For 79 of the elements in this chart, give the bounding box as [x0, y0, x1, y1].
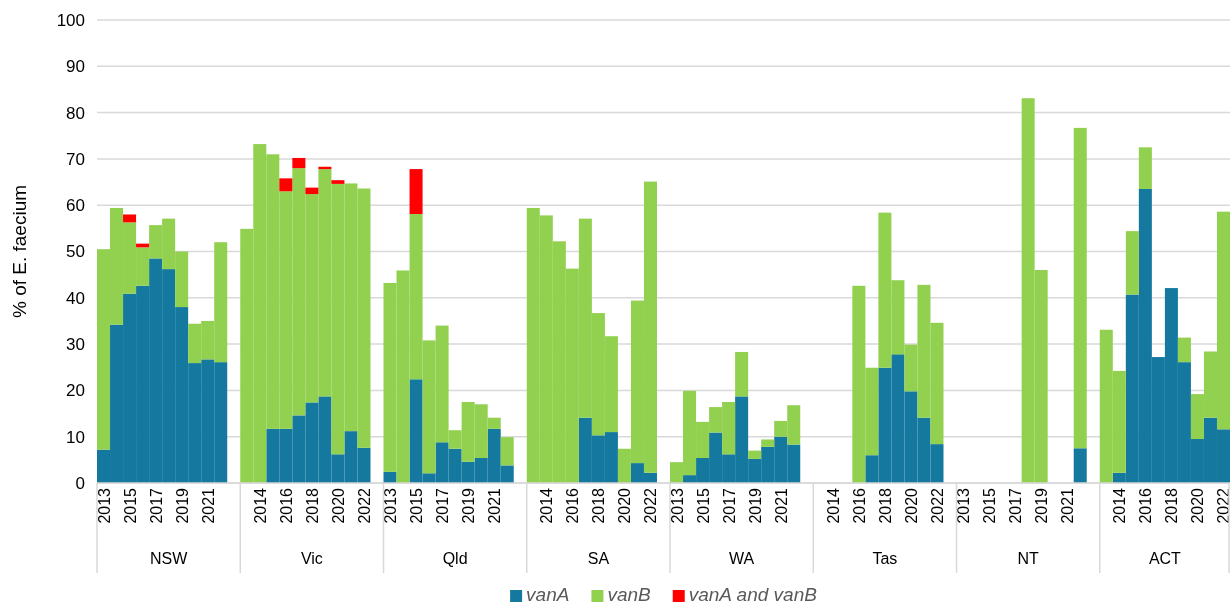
y-tick-label: 10	[66, 427, 85, 447]
x-tick-label: 2017	[1007, 487, 1025, 524]
x-tick-label: 2015	[408, 487, 426, 524]
x-tick-label: 2019	[1033, 487, 1051, 524]
x-tick-label: 2021	[486, 487, 504, 524]
text: Tas	[872, 550, 898, 567]
bar	[748, 450, 762, 459]
x-tick-label: 2019	[460, 487, 478, 524]
x-tick-label: 2022	[642, 487, 660, 524]
x-tick-label: 2018	[1163, 487, 1181, 524]
text: Vic	[300, 550, 323, 567]
y-tick-label: 100	[56, 10, 85, 30]
bar	[1138, 147, 1152, 189]
y-tick-label: 60	[66, 196, 85, 216]
x-tick-label: 2019	[173, 487, 191, 524]
x-tick-label: 2017	[147, 487, 165, 524]
x-tick-label: 2018	[876, 487, 894, 524]
x-tick-label: 2020	[616, 487, 634, 524]
x-tick-label: 2015	[694, 487, 712, 524]
x-tick-label: 2014	[824, 487, 842, 524]
legend-label: vanB	[607, 584, 652, 605]
bar	[500, 437, 514, 466]
bar	[123, 214, 137, 223]
bar	[1073, 448, 1087, 483]
x-tick-label: 2021	[199, 487, 217, 524]
x-tick-label: 2022	[355, 487, 373, 524]
x-tick-label: 2013	[955, 487, 973, 524]
x-tick-label: 2015	[981, 487, 999, 524]
text: SA	[587, 550, 610, 567]
bar	[383, 471, 397, 483]
bar	[735, 351, 749, 397]
x-tick-label: 2014	[1111, 487, 1129, 524]
y-tick-label: 20	[66, 381, 85, 401]
x-tick-label: 2017	[720, 487, 738, 524]
bar	[409, 169, 423, 214]
text: NT	[1017, 550, 1040, 567]
y-tick-label: 70	[66, 149, 85, 169]
x-tick-label: 2019	[746, 487, 764, 524]
text: NSW	[149, 550, 189, 567]
y-tick-label: 90	[66, 57, 85, 77]
bar	[305, 187, 319, 195]
x-tick-label: 2018	[590, 487, 608, 524]
x-tick-label: 2020	[329, 487, 347, 524]
x-tick-label: 2015	[121, 487, 139, 524]
x-tick-label: 2021	[772, 487, 790, 524]
x-tick-label: 2018	[303, 487, 321, 524]
x-tick-label: 2021	[1059, 487, 1077, 524]
x-tick-label: 2022	[928, 487, 946, 524]
bar	[1073, 127, 1087, 449]
bar	[292, 157, 306, 169]
bar	[279, 178, 293, 192]
text: WA	[729, 550, 755, 567]
y-axis-title: % of E. faecium	[9, 184, 30, 319]
x-tick-label: 2016	[1137, 487, 1155, 524]
y-tick-label: 50	[66, 242, 85, 262]
x-tick-label: 2014	[251, 487, 269, 524]
bar	[331, 180, 345, 184]
legend-label: vanA and vanB	[688, 584, 818, 605]
x-tick-label: 2016	[564, 487, 582, 524]
x-tick-label: 2013	[668, 487, 686, 524]
bar	[1177, 337, 1191, 363]
bar	[761, 439, 775, 447]
legend-label: vanA	[526, 584, 570, 605]
x-tick-label: 2016	[850, 487, 868, 524]
y-tick-label: 0	[75, 473, 85, 493]
text: ACT	[1148, 550, 1182, 567]
x-tick-label: 2017	[434, 487, 452, 524]
x-tick-label: 2020	[1189, 487, 1207, 524]
x-tick-label: 2013	[95, 487, 113, 524]
x-tick-label: 2013	[382, 487, 400, 524]
y-tick-label: 30	[66, 335, 85, 355]
x-tick-label: 2022	[1215, 487, 1232, 524]
x-tick-label: 2020	[902, 487, 920, 524]
x-tick-label: 2016	[277, 487, 295, 524]
y-tick-label: 40	[66, 288, 85, 308]
y-tick-label: 80	[66, 103, 85, 123]
bar	[1125, 231, 1139, 295]
x-tick-label: 2014	[538, 487, 556, 524]
text: Qld	[442, 550, 468, 567]
